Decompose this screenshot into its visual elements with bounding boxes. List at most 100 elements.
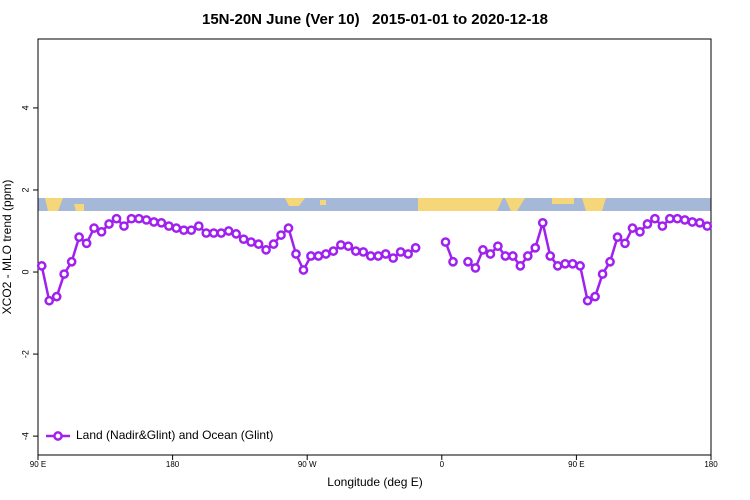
point: [679, 215, 690, 225]
y-axis-label: XCO2 - MLO trend (ppm): [0, 180, 14, 315]
x-tick-label: 90 E: [568, 460, 584, 469]
point: [74, 232, 84, 243]
point: [612, 232, 623, 243]
point: [448, 256, 458, 267]
point: [350, 246, 361, 256]
point: [650, 213, 660, 224]
point: [507, 251, 518, 261]
point: [261, 245, 271, 255]
point: [201, 228, 212, 238]
point: [283, 223, 294, 233]
point: [343, 241, 354, 252]
point: [395, 247, 406, 257]
point: [470, 263, 481, 273]
point: [336, 240, 346, 250]
point: [216, 228, 227, 238]
point: [126, 213, 137, 224]
point: [590, 291, 600, 302]
point: [134, 213, 144, 224]
point: [605, 256, 615, 267]
map-strip: [38, 198, 711, 211]
point: [328, 246, 339, 256]
point: [687, 217, 698, 227]
point: [141, 215, 152, 225]
point: [306, 251, 316, 261]
point: [575, 261, 585, 271]
point: [291, 249, 301, 259]
point: [597, 269, 608, 279]
point: [530, 242, 541, 253]
point: [276, 230, 286, 240]
point: [560, 258, 571, 269]
point: [702, 221, 713, 231]
point: [522, 251, 533, 261]
y-tick-label: 2: [20, 187, 30, 192]
point: [238, 234, 249, 245]
point: [545, 251, 556, 261]
point: [380, 249, 391, 259]
point: [178, 225, 189, 236]
point: [373, 251, 384, 261]
x-tick-label: 90 E: [30, 460, 46, 469]
point: [635, 226, 645, 237]
x-tick-label: 0: [440, 460, 445, 469]
point: [246, 237, 256, 247]
point: [111, 213, 122, 224]
point: [627, 223, 638, 233]
point: [321, 249, 331, 259]
point: [552, 261, 563, 271]
point: [365, 251, 376, 261]
point: [171, 223, 182, 233]
point: [493, 241, 503, 252]
point: [193, 221, 204, 231]
legend-label: Land (Nadir&Glint) and Ocean (Glint): [76, 428, 273, 442]
plot-frame: [37, 38, 712, 456]
point: [81, 238, 92, 249]
y-tick-label: 0: [20, 270, 30, 275]
point: [485, 249, 496, 259]
chart-title: 15N-20N June (Ver 10) 2015-01-01 to 2020…: [202, 11, 548, 28]
x-tick-label: 90 W: [298, 460, 317, 469]
point: [672, 213, 683, 224]
point: [268, 239, 279, 249]
point: [388, 253, 399, 263]
point: [567, 258, 578, 269]
point: [51, 291, 62, 302]
point: [515, 261, 526, 271]
point: [36, 261, 47, 271]
point: [104, 219, 114, 229]
point: [298, 265, 309, 275]
legend-marker: [53, 431, 63, 441]
point: [410, 242, 421, 253]
point: [208, 228, 219, 238]
point: [66, 256, 77, 267]
point: [440, 237, 451, 247]
x-tick-label: 180: [704, 460, 718, 469]
point: [59, 269, 70, 279]
point: [463, 256, 473, 267]
point: [478, 245, 488, 255]
point: [223, 226, 234, 236]
point: [119, 221, 129, 231]
point: [156, 217, 167, 228]
point: [358, 247, 369, 257]
point: [582, 295, 593, 306]
point: [231, 229, 242, 239]
x-axis-label: Longitude (deg E): [327, 475, 422, 489]
point: [96, 226, 107, 237]
point: [253, 239, 264, 249]
point: [186, 225, 197, 236]
point: [44, 295, 55, 306]
point: [149, 217, 159, 227]
point: [403, 249, 413, 259]
point: [313, 251, 324, 261]
point: [164, 221, 174, 231]
point: [642, 219, 653, 229]
point: [657, 221, 668, 231]
x-tick-label: 180: [166, 460, 180, 469]
y-tick-label: -2: [20, 350, 30, 358]
point: [537, 217, 548, 228]
point: [665, 213, 675, 224]
point: [694, 217, 705, 228]
